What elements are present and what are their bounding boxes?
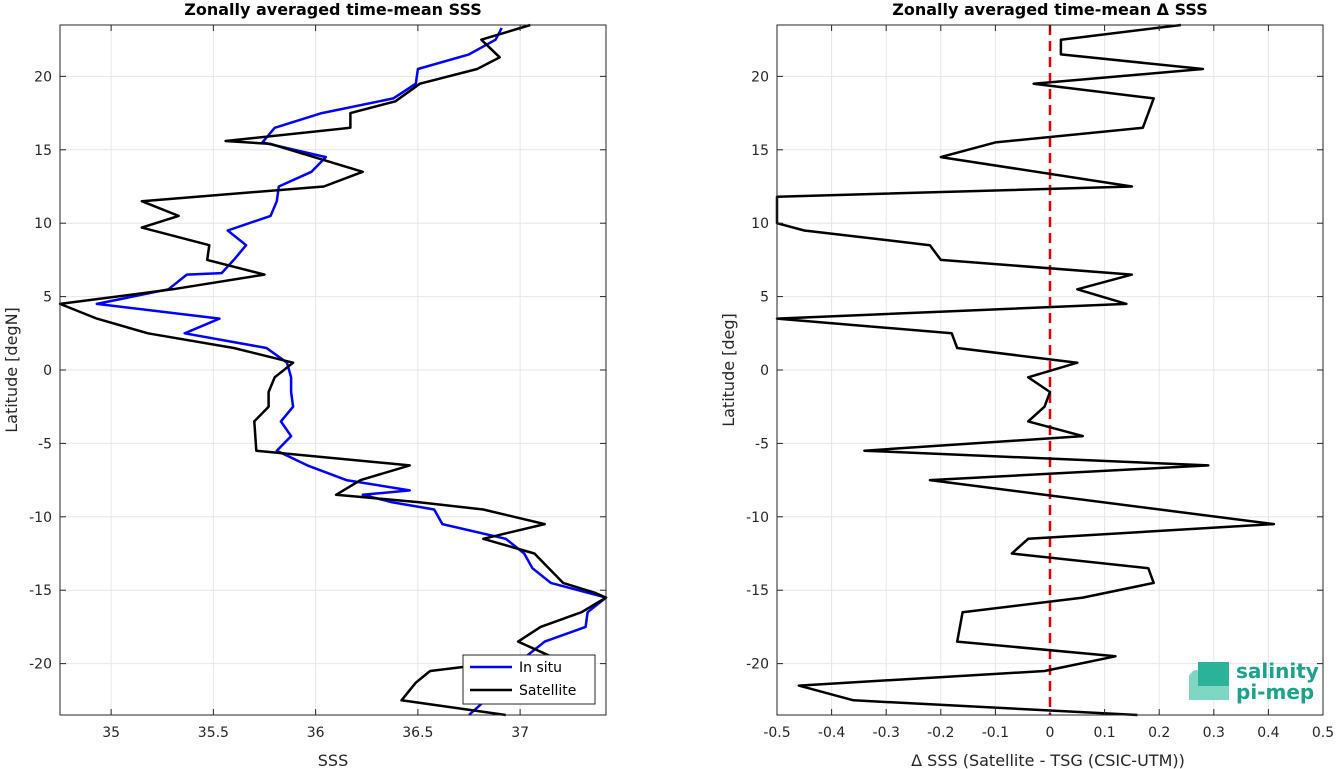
sss-y-tick-label: 15 <box>34 143 52 159</box>
sss-y-tick-label: -15 <box>29 583 52 599</box>
sss-x-ticks: 35 35.5 36 36.5 37 <box>102 25 529 741</box>
delta-x-tick-label: 0.3 <box>1203 725 1225 741</box>
sss-x-tick-label: 37 <box>511 725 529 741</box>
legend-box <box>462 654 596 705</box>
sss-y-ticks: -20 -15 -10 -5 0 5 10 15 20 <box>29 69 606 673</box>
logo-text-pi-mep: pi-mep <box>1236 680 1314 704</box>
delta-y-tick-label: -10 <box>746 510 769 526</box>
sss-x-tick-label: 35.5 <box>198 725 229 741</box>
logo-block-graphic <box>1198 662 1229 686</box>
sss-x-tick-label: 36 <box>307 725 325 741</box>
delta-y-tick-label: 10 <box>751 216 769 232</box>
delta-y-tick-label: 15 <box>751 143 769 159</box>
sss-x-axis-label: SSS <box>318 751 348 769</box>
delta-sss-panel: -0.5 -0.4 -0.3 -0.2 -0.1 0 0.1 0.2 0.3 0.4 0.5 -20… <box>719 0 1334 769</box>
salinity-pi-mep-logo: salinity pi-mep <box>1189 659 1319 704</box>
delta-x-axis-label: Δ SSS (Satellite - TSG (CSIC-UTM)) <box>911 751 1185 769</box>
sss-y-tick-label: -5 <box>38 436 52 452</box>
delta-series <box>775 23 1276 717</box>
delta-y-tick-label: 0 <box>760 363 769 379</box>
sss-chart-title: Zonally averaged time-mean SSS <box>184 0 482 19</box>
legend: In situ Satellite <box>462 654 596 705</box>
sss-series <box>58 23 608 717</box>
legend-label-in-situ: In situ <box>519 660 562 676</box>
delta-x-tick-label: -0.1 <box>982 725 1009 741</box>
delta-series-line-series-0 <box>775 23 1276 717</box>
delta-y-axis-label: Latitude [deg] <box>719 313 738 427</box>
delta-y-tick-label: -20 <box>746 657 769 673</box>
delta-x-tick-label: -0.2 <box>927 725 954 741</box>
delta-x-tick-label: 0.1 <box>1093 725 1115 741</box>
delta-chart-title: Zonally averaged time-mean Δ SSS <box>892 0 1208 19</box>
sss-panel: 35 35.5 36 36.5 37 -20 -15 -10 -5 0 5 10 15 20 Zonal… <box>2 0 608 769</box>
sss-y-tick-label: 5 <box>43 290 52 306</box>
sss-y-tick-label: -20 <box>29 657 52 673</box>
sss-gridlines <box>60 25 606 715</box>
sss-y-axis-label: Latitude [degN] <box>2 307 21 433</box>
delta-x-tick-label: 0.5 <box>1312 725 1334 741</box>
delta-y-tick-label: -15 <box>746 583 769 599</box>
delta-y-tick-label: 20 <box>751 69 769 85</box>
delta-y-tick-label: -5 <box>755 436 769 452</box>
delta-x-ticks: -0.5 -0.4 -0.3 -0.2 -0.1 0 0.1 0.2 0.3 0.4 0.5 <box>763 25 1334 741</box>
legend-label-satellite: Satellite <box>519 683 576 699</box>
sss-y-tick-label: 0 <box>43 363 52 379</box>
delta-x-tick-label: -0.4 <box>818 725 845 741</box>
delta-x-tick-label: -0.3 <box>873 725 900 741</box>
logo-text-salinity: salinity <box>1236 659 1319 683</box>
sss-y-tick-label: 20 <box>34 69 52 85</box>
delta-y-tick-label: 5 <box>760 290 769 306</box>
delta-x-tick-label: 0.4 <box>1257 725 1279 741</box>
delta-x-tick-label: -0.5 <box>763 725 790 741</box>
sss-x-tick-label: 36.5 <box>402 725 433 741</box>
sss-series-line-satellite <box>58 23 608 717</box>
delta-y-ticks: -20 -15 -10 -5 0 5 10 15 20 <box>746 69 1323 673</box>
sss-y-tick-label: -10 <box>29 510 52 526</box>
delta-x-tick-label: 0 <box>1046 725 1055 741</box>
sss-y-tick-label: 10 <box>34 216 52 232</box>
sss-x-tick-label: 35 <box>102 725 120 741</box>
delta-x-tick-label: 0.2 <box>1148 725 1170 741</box>
